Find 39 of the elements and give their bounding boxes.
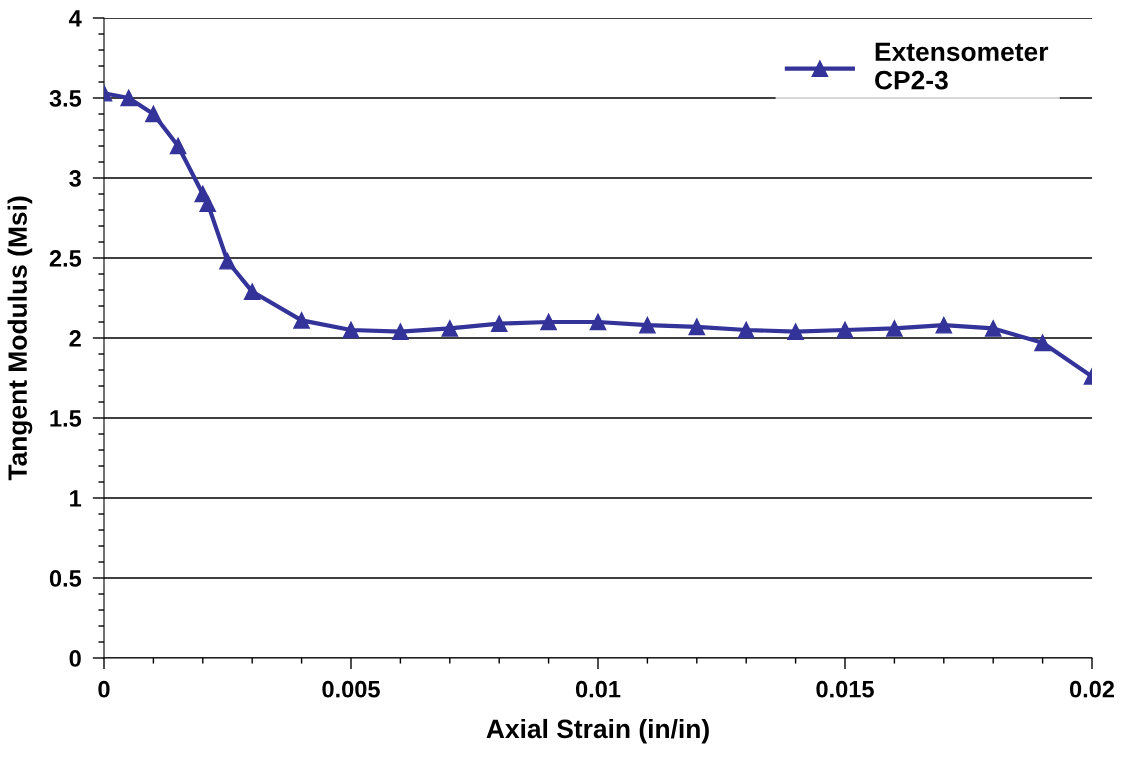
x-tick-label: 0.02 [1069, 680, 1115, 698]
y-tick-label: 0.5 [49, 570, 82, 587]
y-axis-title: Tangent Modulus (Msi) [7, 196, 33, 481]
point [1034, 334, 1051, 352]
x-tick-label: 0.005 [322, 680, 380, 698]
y-tick-label: 2.5 [49, 250, 82, 267]
point [540, 313, 557, 331]
point [441, 320, 459, 337]
point [342, 321, 360, 339]
point [293, 312, 310, 329]
x-axis-title: Axial Strain (in/in) [486, 718, 709, 744]
legend-label: Extensometer CP2-3 [875, 42, 1049, 90]
y-tick-label: 1.5 [50, 410, 82, 427]
point [199, 195, 217, 212]
point [392, 323, 409, 340]
point [836, 321, 854, 339]
point [886, 320, 903, 337]
point [490, 315, 508, 332]
point [219, 252, 236, 270]
point [589, 313, 607, 331]
y-tick-label: 0 [69, 650, 81, 667]
point [120, 89, 138, 107]
y-tick-label: 3 [69, 170, 81, 187]
x-tick-label: 0 [98, 680, 110, 698]
y-tick-label: 2 [69, 330, 81, 347]
point [935, 316, 953, 334]
y-tick-label: 3.5 [49, 90, 82, 107]
x-tick-label: 0.01 [575, 680, 621, 698]
x-tick-label: 0.015 [816, 680, 874, 698]
point [737, 321, 755, 339]
point [243, 283, 261, 300]
point [145, 105, 162, 123]
y-tick-label: 4 [69, 10, 82, 27]
point [639, 316, 656, 334]
y-tick-label: 1 [70, 490, 82, 507]
point [688, 318, 706, 336]
point [984, 320, 1002, 337]
point [787, 323, 804, 340]
point [169, 137, 187, 155]
